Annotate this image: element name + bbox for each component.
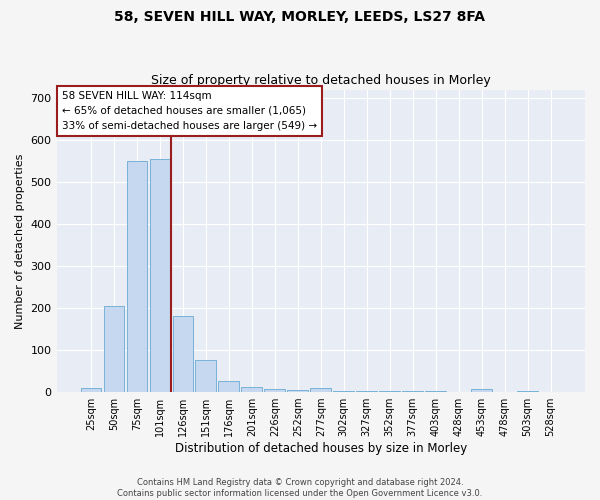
Text: 58, SEVEN HILL WAY, MORLEY, LEEDS, LS27 8FA: 58, SEVEN HILL WAY, MORLEY, LEEDS, LS27 … — [115, 10, 485, 24]
Bar — [173, 316, 193, 392]
Bar — [265, 389, 285, 392]
Text: 58 SEVEN HILL WAY: 114sqm
← 65% of detached houses are smaller (1,065)
33% of se: 58 SEVEN HILL WAY: 114sqm ← 65% of detac… — [62, 91, 317, 130]
Text: Contains HM Land Registry data © Crown copyright and database right 2024.
Contai: Contains HM Land Registry data © Crown c… — [118, 478, 482, 498]
Bar — [149, 159, 170, 392]
Bar — [472, 389, 492, 392]
Bar — [356, 391, 377, 392]
X-axis label: Distribution of detached houses by size in Morley: Distribution of detached houses by size … — [175, 442, 467, 455]
Bar — [196, 360, 216, 392]
Bar — [218, 380, 239, 392]
Title: Size of property relative to detached houses in Morley: Size of property relative to detached ho… — [151, 74, 491, 87]
Bar — [241, 387, 262, 392]
Bar — [517, 391, 538, 392]
Bar — [403, 391, 423, 392]
Bar — [425, 391, 446, 392]
Bar — [80, 388, 101, 392]
Bar — [287, 390, 308, 392]
Y-axis label: Number of detached properties: Number of detached properties — [15, 153, 25, 328]
Bar — [127, 161, 147, 392]
Bar — [310, 388, 331, 392]
Bar — [104, 306, 124, 392]
Bar — [334, 391, 354, 392]
Bar — [379, 391, 400, 392]
